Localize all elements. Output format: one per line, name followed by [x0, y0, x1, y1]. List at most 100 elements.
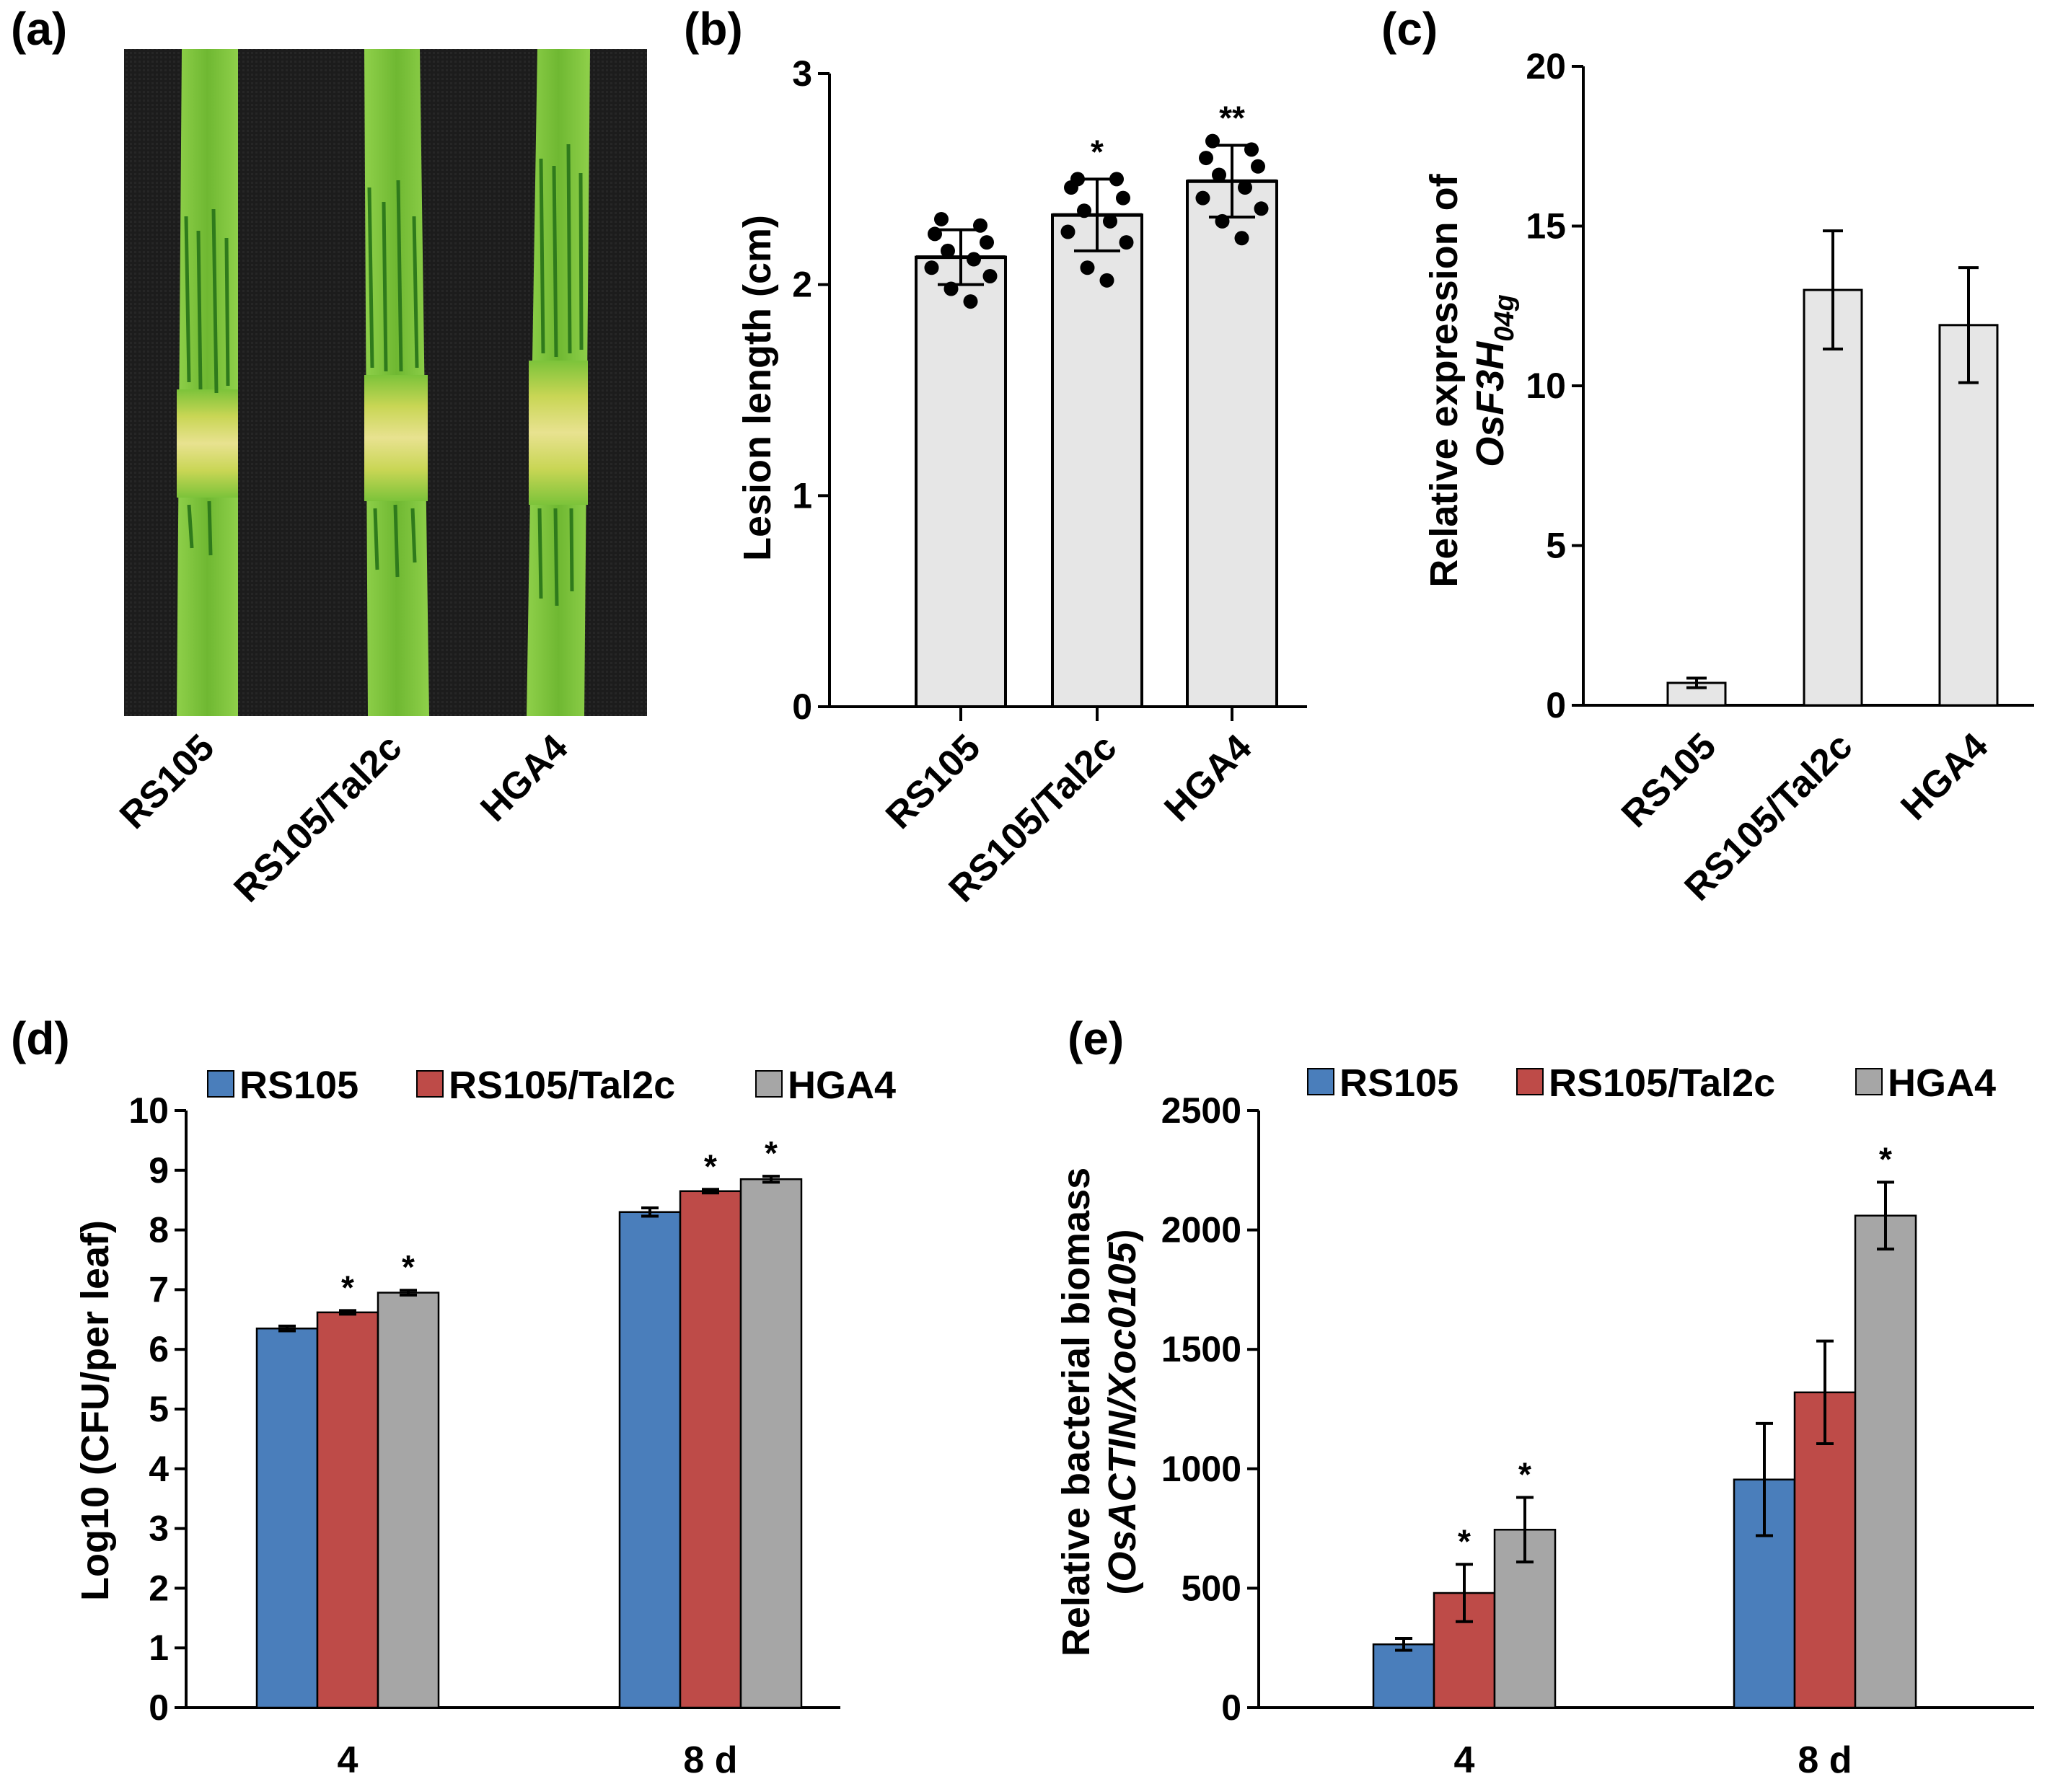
data-point: [1099, 273, 1114, 288]
panel-c-gene-name: OsF3H: [1469, 341, 1512, 467]
panel-d-y-axis-title: Log10 (CFU/per leaf): [74, 1220, 117, 1601]
data-point: [934, 211, 949, 226]
bar-rs105-tal2c: [1051, 213, 1143, 708]
bar-rs105-tal2c-4: [316, 1311, 379, 1709]
panel-a-letter: (a): [11, 3, 67, 55]
data-point: [1060, 224, 1075, 239]
y-tick-label-0: 0: [792, 687, 812, 727]
leaf-photo: [124, 49, 647, 716]
y-tick-label-3: 3: [792, 53, 812, 94]
panel-b-letter: (b): [684, 3, 743, 55]
photo-label-rs105-tal2c: RS105/Tal2c: [226, 726, 410, 910]
legend-label-rs105-tal2c: RS105/Tal2c: [449, 1064, 675, 1107]
panel-d-chart: (d) Log10 (CFU/per leaf) 0 1 2 3 4 5 6 7 8 9 10 4 * *…: [11, 1012, 896, 1781]
legend-label-hga4: HGA4: [788, 1064, 896, 1107]
significance-rs105-tal2c-4: *: [341, 1268, 354, 1306]
y-tick-label-3: 3: [149, 1509, 169, 1549]
legend-label-rs105: RS105: [239, 1064, 358, 1107]
x-label-4: 4: [1454, 1739, 1475, 1781]
legend-swatch-hga4: [755, 1070, 783, 1098]
data-point: [1212, 167, 1226, 182]
data-point: [1195, 190, 1210, 206]
y-tick-label-15: 15: [1526, 206, 1566, 247]
bar-rs105: [915, 255, 1007, 708]
data-point: [1199, 151, 1213, 166]
y-tick-label-10: 10: [1526, 366, 1566, 406]
legend-swatch-rs105-tal2c: [416, 1070, 444, 1098]
bar-hga4-4: [377, 1292, 440, 1709]
y-tick-label-0: 0: [1221, 1687, 1241, 1728]
significance-rs105-tal2c: *: [1091, 133, 1104, 170]
significance-hga4: **: [1219, 100, 1245, 137]
data-point: [1080, 260, 1095, 275]
panel-e-y-axis-title-line2: (OsACTIN/Xoc0105): [1101, 1229, 1144, 1594]
data-point: [982, 268, 998, 283]
panel-c-chart: (c) Relative expression of OsF3H04g 0 5 10…: [1381, 3, 2034, 909]
data-point: [1238, 180, 1252, 195]
y-tick-label-20: 20: [1526, 46, 1566, 87]
photo-label-hga4: HGA4: [472, 726, 576, 829]
y-tick-label-1500: 1500: [1161, 1329, 1241, 1369]
panel-b-chart: (b) Lesion length (cm) 0123RS105*RS105/T…: [684, 3, 1307, 910]
y-tick-label-4: 4: [149, 1449, 169, 1489]
data-point: [967, 252, 981, 267]
panel-e-paren-close: ): [1101, 1229, 1144, 1242]
data-point: [1254, 201, 1269, 216]
bar-rs105-4: [1372, 1643, 1435, 1709]
legend-label-rs105-tal2c: RS105/Tal2c: [1549, 1061, 1775, 1105]
leaf-rs105-tal2c: [364, 49, 429, 716]
x-label-hga4: HGA4: [1893, 725, 1996, 828]
y-tick-label-1: 1: [149, 1628, 169, 1668]
panel-c-y-axis-title-line2: OsF3H04g: [1469, 294, 1520, 467]
x-label-rs105: RS105: [878, 726, 988, 837]
data-point: [1119, 235, 1134, 250]
panel-e-chart: (e) Relative bacterial biomass (OsACTIN/…: [1055, 1012, 2034, 1781]
panel-e-gene-ratio: OsACTIN/Xoc0105: [1101, 1241, 1144, 1581]
y-tick-label-8: 8: [149, 1210, 169, 1250]
data-point: [1116, 190, 1130, 206]
y-tick-label-2500: 2500: [1161, 1090, 1241, 1131]
y-tick-label-5: 5: [149, 1389, 169, 1429]
y-tick-label-500: 500: [1182, 1568, 1241, 1608]
legend-label-hga4: HGA4: [1888, 1061, 1996, 1105]
bar-rs105-tal2c-8-d: [679, 1190, 742, 1709]
significance-hga4-8-d: *: [1879, 1140, 1892, 1178]
y-tick-label-10: 10: [128, 1090, 169, 1131]
bar-rs105-tal2c: [1803, 288, 1863, 707]
y-tick-label-2: 2: [792, 265, 812, 305]
data-point: [1064, 180, 1078, 195]
data-point: [963, 294, 978, 309]
y-tick-label-0: 0: [149, 1687, 169, 1728]
legend-swatch-rs105: [207, 1070, 234, 1098]
y-tick-label-6: 6: [149, 1329, 169, 1369]
significance-hga4-8-d: *: [765, 1134, 778, 1172]
x-label-rs105: RS105: [1614, 725, 1724, 835]
y-tick-label-2: 2: [149, 1568, 169, 1608]
panel-c-y-axis-title-line1: Relative expression of: [1422, 173, 1466, 587]
significance-rs105-tal2c-8-d: *: [704, 1147, 717, 1185]
legend-swatch-rs105: [1307, 1068, 1334, 1095]
data-point: [941, 243, 955, 258]
y-tick-label-1: 1: [792, 475, 812, 516]
y-tick-label-9: 9: [149, 1150, 169, 1191]
bar-rs105-8-d: [618, 1211, 682, 1709]
panel-d-letter: (d): [11, 1012, 70, 1064]
panel-e-y-axis-title-line1: Relative bacterial biomass: [1055, 1168, 1098, 1656]
data-point: [924, 260, 939, 275]
y-tick-label-5: 5: [1546, 526, 1566, 566]
x-label-hga4: HGA4: [1156, 726, 1259, 829]
bar-hga4-8-d: [739, 1178, 803, 1709]
data-point: [1251, 159, 1265, 174]
significance-hga4-4: *: [402, 1248, 415, 1286]
legend-swatch-rs105-tal2c: [1516, 1068, 1544, 1095]
y-tick-label-7: 7: [149, 1269, 169, 1310]
bar-hga4-8-d: [1854, 1214, 1917, 1709]
leaf-hga4: [527, 49, 590, 716]
panel-e-paren-open: (: [1101, 1582, 1144, 1595]
x-label-4: 4: [338, 1739, 358, 1781]
leaf-rs105: [177, 49, 238, 716]
panel-c-gene-subscript: 04g: [1490, 294, 1520, 341]
x-label-8-d: 8 d: [683, 1739, 737, 1781]
data-point: [980, 235, 994, 250]
